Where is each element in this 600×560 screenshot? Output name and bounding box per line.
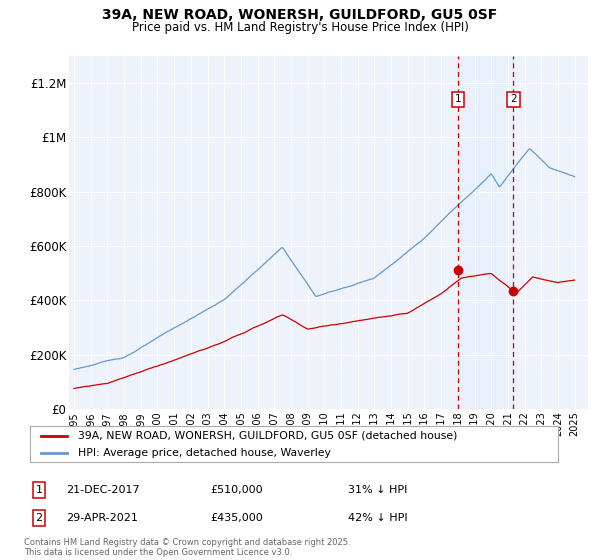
Text: 2: 2: [35, 513, 43, 523]
Text: 39A, NEW ROAD, WONERSH, GUILDFORD, GU5 0SF (detached house): 39A, NEW ROAD, WONERSH, GUILDFORD, GU5 0…: [77, 431, 457, 441]
Bar: [458, 56, 514, 409]
Text: £510,000: £510,000: [210, 485, 263, 495]
Text: 1: 1: [455, 95, 461, 104]
Text: £435,000: £435,000: [210, 513, 263, 523]
Text: Contains HM Land Registry data © Crown copyright and database right 2025.
This d: Contains HM Land Registry data © Crown c…: [24, 538, 350, 557]
Text: 1: 1: [35, 485, 43, 495]
Text: 2: 2: [510, 95, 517, 104]
Text: 39A, NEW ROAD, WONERSH, GUILDFORD, GU5 0SF: 39A, NEW ROAD, WONERSH, GUILDFORD, GU5 0…: [103, 8, 497, 22]
Text: Price paid vs. HM Land Registry's House Price Index (HPI): Price paid vs. HM Land Registry's House …: [131, 21, 469, 34]
Text: 21-DEC-2017: 21-DEC-2017: [66, 485, 140, 495]
Text: 29-APR-2021: 29-APR-2021: [66, 513, 138, 523]
Text: 42% ↓ HPI: 42% ↓ HPI: [348, 513, 407, 523]
Text: HPI: Average price, detached house, Waverley: HPI: Average price, detached house, Wave…: [77, 448, 331, 458]
Text: 31% ↓ HPI: 31% ↓ HPI: [348, 485, 407, 495]
